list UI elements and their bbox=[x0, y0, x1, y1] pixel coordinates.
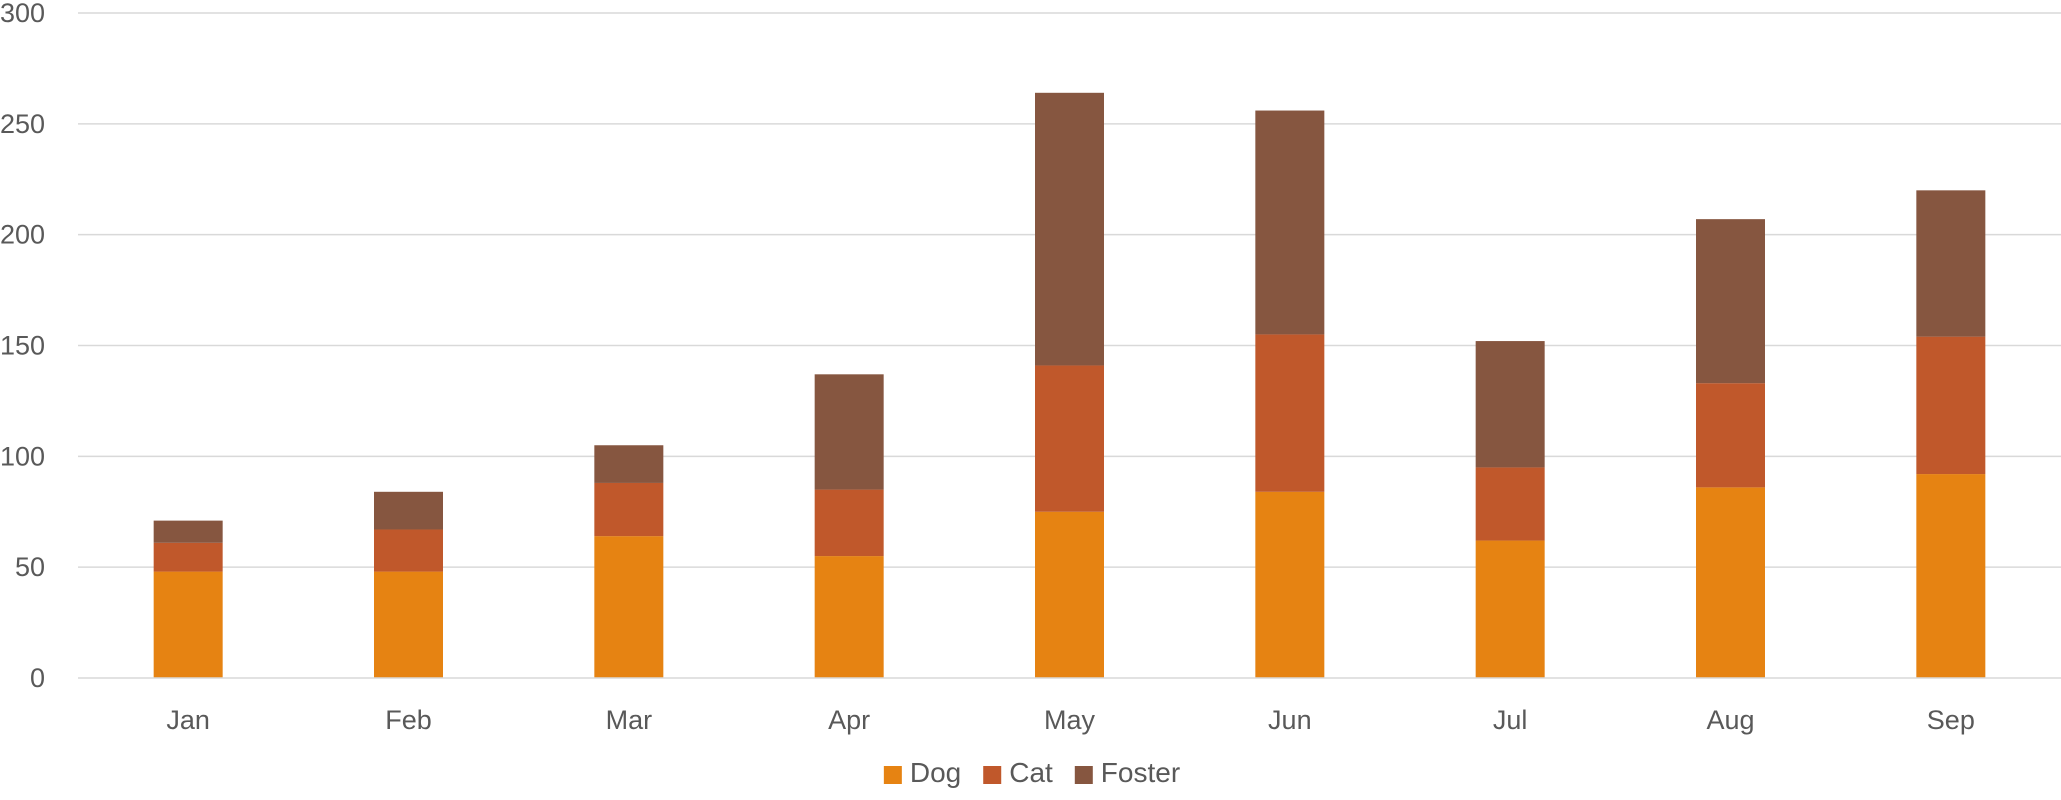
y-tick-label: 150 bbox=[0, 331, 45, 361]
bar-cat-apr bbox=[814, 489, 884, 557]
bar-stack-apr bbox=[814, 374, 884, 678]
bar-dog-jan bbox=[153, 571, 223, 678]
bar-stack-jul bbox=[1475, 341, 1545, 678]
y-tick-label: 100 bbox=[0, 441, 45, 471]
x-tick-label-apr: Apr bbox=[828, 705, 870, 735]
bar-cat-sep bbox=[1916, 336, 1986, 475]
bar-foster-jul bbox=[1475, 341, 1545, 468]
bar-cat-feb bbox=[374, 529, 443, 572]
bar-foster-sep bbox=[1916, 190, 1986, 337]
y-tick-label: 0 bbox=[30, 663, 45, 693]
bar-cat-may bbox=[1035, 365, 1104, 512]
bar-foster-jan bbox=[153, 520, 223, 543]
bar-foster-aug bbox=[1696, 219, 1765, 384]
bar-dog-jun bbox=[1255, 491, 1325, 678]
bar-cat-jul bbox=[1475, 467, 1545, 541]
bar-dog-aug bbox=[1696, 487, 1765, 678]
legend-label-cat: Cat bbox=[1009, 757, 1053, 788]
legend-swatch-dog bbox=[883, 766, 902, 784]
bar-dog-apr bbox=[814, 556, 884, 678]
bar-stack-mar bbox=[594, 445, 664, 678]
x-tick-label-may: May bbox=[1044, 705, 1096, 735]
x-tick-label-jun: Jun bbox=[1268, 705, 1312, 735]
bar-foster-apr bbox=[814, 374, 884, 490]
legend-item-foster: Foster bbox=[1074, 757, 1180, 788]
bar-cat-mar bbox=[594, 482, 664, 537]
y-tick-label: 200 bbox=[0, 220, 45, 250]
bar-dog-sep bbox=[1916, 474, 1986, 678]
bar-stacks bbox=[153, 92, 1986, 678]
legend: Dog Cat Foster bbox=[883, 757, 1180, 788]
bar-stack-may bbox=[1035, 92, 1104, 678]
bar-stack-jun bbox=[1255, 110, 1325, 678]
bar-dog-may bbox=[1035, 511, 1104, 678]
bar-cat-aug bbox=[1696, 383, 1765, 488]
bar-cat-jun bbox=[1255, 334, 1325, 492]
legend-swatch-foster bbox=[1074, 766, 1093, 784]
bar-stack-jan bbox=[153, 520, 223, 678]
legend-label-dog: Dog bbox=[910, 757, 961, 788]
bar-cat-jan bbox=[153, 542, 223, 572]
bar-stack-sep bbox=[1916, 190, 1986, 678]
y-tick-label: 300 bbox=[0, 0, 45, 28]
x-tick-label-sep: Sep bbox=[1927, 705, 1975, 735]
x-tick-label-aug: Aug bbox=[1706, 705, 1754, 735]
bar-dog-jul bbox=[1475, 540, 1545, 678]
x-axis-tick-labels: Jan Feb Mar Apr May Jun Jul Aug Sep bbox=[166, 705, 1974, 735]
y-axis-tick-labels: 0 50 100 150 200 250 300 bbox=[0, 0, 45, 693]
bar-foster-jun bbox=[1255, 110, 1325, 335]
bar-stack-feb bbox=[374, 491, 443, 678]
bar-dog-mar bbox=[594, 536, 664, 678]
legend-swatch-cat bbox=[983, 766, 1002, 784]
x-tick-label-feb: Feb bbox=[385, 705, 432, 735]
y-tick-label: 50 bbox=[15, 552, 45, 582]
bar-stack-aug bbox=[1696, 219, 1765, 678]
bar-dog-feb bbox=[374, 571, 443, 678]
bar-foster-may bbox=[1035, 92, 1104, 366]
x-tick-label-jan: Jan bbox=[166, 705, 210, 735]
y-tick-label: 250 bbox=[0, 109, 45, 139]
legend-item-dog: Dog bbox=[883, 757, 961, 788]
bar-foster-feb bbox=[374, 491, 443, 530]
x-tick-label-mar: Mar bbox=[606, 705, 653, 735]
x-tick-label-jul: Jul bbox=[1493, 705, 1528, 735]
legend-item-cat: Cat bbox=[983, 757, 1053, 788]
legend-label-foster: Foster bbox=[1101, 757, 1180, 788]
bar-foster-mar bbox=[594, 445, 664, 483]
